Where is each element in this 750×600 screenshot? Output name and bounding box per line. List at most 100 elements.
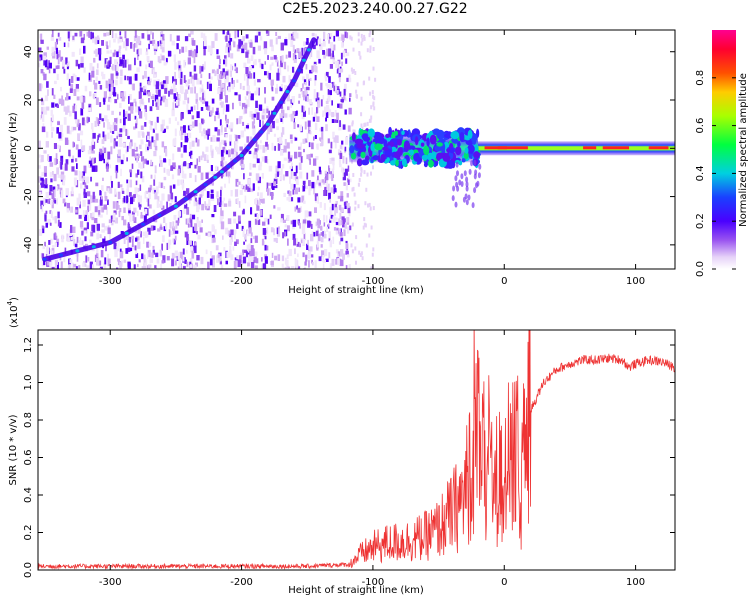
heatmap-speckle bbox=[99, 199, 103, 206]
heatmap-speckle bbox=[107, 258, 111, 267]
heatmap-speckle bbox=[255, 154, 258, 160]
heatmap-speckle bbox=[173, 215, 177, 220]
chirp-point bbox=[233, 159, 237, 163]
heatmap-speckle bbox=[236, 255, 239, 260]
heatmap-speckle bbox=[309, 69, 313, 74]
heatmap-speckle bbox=[45, 178, 48, 186]
heatmap-speckle bbox=[188, 240, 192, 246]
heatmap-speckle bbox=[108, 219, 112, 224]
heatmap-speckle bbox=[133, 35, 136, 42]
heatmap-speckle bbox=[244, 108, 248, 114]
heatmap-speckle bbox=[227, 45, 230, 53]
heatmap-speckle bbox=[243, 62, 247, 68]
heatmap-speckle bbox=[175, 222, 178, 229]
heatmap-speckle bbox=[309, 125, 312, 131]
heatmap-speckle bbox=[179, 49, 181, 54]
heatmap-speckle bbox=[176, 35, 180, 41]
heatmap-speckle bbox=[370, 115, 373, 120]
heatmap-speckle bbox=[303, 110, 306, 117]
heatmap-speckle bbox=[264, 48, 268, 55]
heatmap-speckle bbox=[64, 202, 67, 207]
heatmap-speckle bbox=[172, 138, 177, 146]
heatmap-speckle bbox=[276, 171, 279, 177]
heatmap-speckle bbox=[40, 177, 44, 181]
heatmap-speckle bbox=[323, 51, 326, 59]
carrier-drip bbox=[458, 179, 462, 186]
heatmap-speckle bbox=[332, 163, 335, 170]
heatmap-speckle bbox=[337, 37, 341, 41]
heatmap-speckle bbox=[345, 182, 348, 191]
heatmap-speckle bbox=[267, 55, 269, 60]
heatmap-speckle bbox=[250, 55, 254, 61]
heatmap-speckle bbox=[51, 202, 54, 209]
heatmap-speckle bbox=[287, 106, 290, 111]
heatmap-speckle bbox=[120, 231, 124, 235]
heatmap-speckle bbox=[211, 181, 214, 186]
colorbar-ticks: 0.00.20.40.60.8 bbox=[695, 70, 736, 277]
heatmap-speckle bbox=[287, 151, 291, 159]
heatmap-speckle bbox=[114, 99, 118, 104]
heatmap-speckle bbox=[193, 65, 197, 72]
heatmap-speckle bbox=[254, 265, 258, 269]
snr-scale-factor: (x104) bbox=[6, 297, 20, 328]
heatmap-speckle bbox=[103, 122, 105, 128]
heatmap-speckle bbox=[70, 225, 73, 233]
heatmap-speckle bbox=[218, 252, 222, 257]
heatmap-speckle bbox=[67, 42, 70, 48]
heatmap-speckle bbox=[116, 205, 120, 210]
heatmap-speckle bbox=[165, 76, 169, 84]
heatmap-speckle bbox=[238, 181, 241, 185]
heatmap-speckle bbox=[302, 180, 306, 185]
heatmap-speckle bbox=[121, 216, 124, 221]
heatmap-speckle bbox=[140, 139, 144, 145]
heatmap-speckle bbox=[48, 69, 51, 74]
heatmap-speckle bbox=[113, 87, 116, 94]
heatmap-speckle bbox=[181, 170, 185, 179]
heatmap-speckle bbox=[171, 40, 175, 46]
heatmap-speckle bbox=[72, 141, 75, 148]
heatmap-speckle bbox=[330, 141, 333, 149]
snr-y-tick-label: 0.0 bbox=[23, 562, 34, 578]
heatmap-speckle bbox=[200, 99, 204, 103]
heatmap-speckle bbox=[195, 45, 198, 54]
heatmap-speckle bbox=[154, 189, 156, 194]
heatmap-speckle bbox=[212, 135, 216, 142]
heatmap-speckle bbox=[296, 241, 300, 247]
heatmap-speckle bbox=[242, 121, 245, 126]
heatmap-speckle bbox=[164, 87, 168, 94]
heatmap-speckle bbox=[142, 160, 145, 169]
heatmap-speckle bbox=[194, 242, 197, 247]
heatmap-speckle bbox=[364, 122, 367, 127]
heatmap-speckle bbox=[286, 197, 290, 201]
heatmap-speckle bbox=[238, 220, 241, 224]
heatmap-speckle bbox=[271, 82, 273, 90]
heatmap-speckle bbox=[242, 36, 245, 42]
heatmap-speckle bbox=[193, 264, 197, 269]
heatmap-speckle bbox=[369, 45, 372, 50]
heatmap-speckle bbox=[70, 206, 74, 213]
heatmap-speckle bbox=[281, 55, 284, 63]
heatmap-speckle bbox=[333, 188, 337, 193]
heatmap-speckle bbox=[106, 162, 109, 167]
heatmap-speckle bbox=[172, 98, 177, 103]
heatmap-speckle bbox=[222, 172, 225, 177]
heatmap-speckle bbox=[281, 255, 285, 262]
heatmap-speckle bbox=[221, 157, 225, 161]
heatmap-speckle bbox=[54, 215, 57, 224]
heatmap-speckle bbox=[87, 257, 90, 262]
heatmap-speckle bbox=[138, 91, 142, 99]
heatmap-speckle bbox=[87, 107, 92, 112]
heatmap-speckle bbox=[233, 41, 236, 48]
heatmap-speckle bbox=[344, 109, 347, 115]
heatmap-speckle bbox=[161, 45, 165, 53]
heatmap-speckle bbox=[316, 240, 319, 248]
heatmap-speckle bbox=[223, 197, 225, 201]
heatmap-speckle bbox=[209, 83, 212, 92]
carrier-blob bbox=[445, 160, 455, 169]
snr-x-tick-label: -100 bbox=[362, 577, 385, 588]
heatmap-speckle bbox=[45, 222, 48, 228]
heatmap-speckle bbox=[330, 214, 334, 219]
heatmap-speckle bbox=[138, 144, 142, 150]
heatmap-speckle bbox=[46, 247, 50, 252]
heatmap-speckle bbox=[320, 99, 323, 107]
